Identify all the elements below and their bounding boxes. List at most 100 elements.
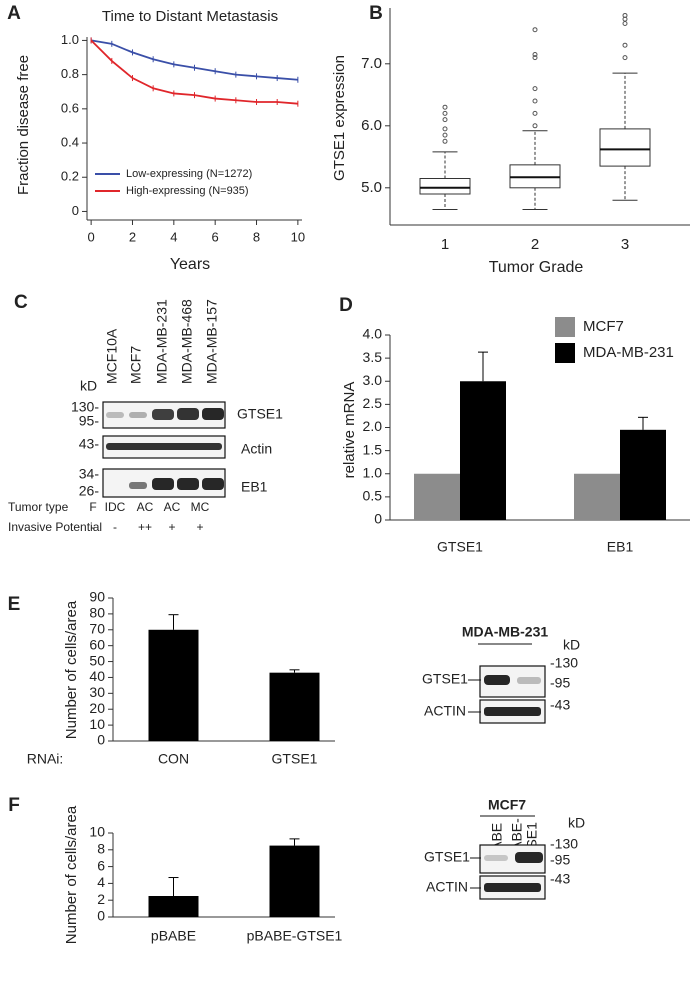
y-tick-label: 2.5: [363, 395, 383, 411]
x-axis-label: Tumor Grade: [489, 259, 584, 276]
y-tick-label: 10: [89, 824, 105, 840]
band: [517, 677, 541, 684]
bar: [414, 473, 460, 520]
y-tick-label: 6: [97, 857, 105, 873]
y-tick-label: 10: [89, 716, 105, 732]
annotation-value: -: [113, 520, 117, 534]
box: [419, 178, 471, 195]
y-tick-label: 5.0: [361, 179, 382, 196]
annotation-value: +: [168, 520, 175, 534]
marker: 130-: [71, 399, 99, 415]
legend-label: MCF7: [583, 318, 624, 335]
marker: -43: [550, 697, 570, 713]
band: [152, 478, 174, 490]
band: [106, 443, 222, 450]
outlier: [532, 27, 538, 33]
bar: [269, 845, 320, 917]
legend-label: Low-expressing (N=1272): [126, 168, 252, 180]
legend-label: High-expressing (N=935): [126, 185, 249, 197]
marker: -95: [550, 852, 570, 868]
y-tick-label: 7.0: [361, 55, 382, 72]
outlier: [442, 104, 448, 110]
legend-label: MDA-MB-231: [583, 344, 674, 361]
y-tick-label: 40: [89, 668, 105, 684]
panel-letter: F: [8, 795, 20, 816]
x-tick-label: 3: [621, 236, 629, 253]
band: [484, 675, 510, 685]
annotation-value: F: [89, 500, 96, 514]
outlier: [622, 55, 628, 61]
x-tick-label: 1: [441, 236, 449, 253]
outlier: [442, 117, 448, 123]
outlier: [622, 12, 628, 18]
y-tick-label: 2: [97, 891, 105, 907]
panel-letter: B: [369, 3, 383, 24]
outlier: [532, 86, 538, 92]
marker: 95-: [79, 413, 100, 429]
marker: -130: [550, 655, 578, 671]
y-axis-label: Number of cells/area: [63, 600, 80, 739]
outlier: [532, 55, 538, 61]
y-axis-label: Number of cells/area: [63, 805, 80, 944]
marker: 26-: [79, 483, 100, 499]
x-tick-label: 6: [212, 229, 219, 244]
row-label: ACTIN: [424, 703, 466, 719]
annotation-value: -: [91, 520, 95, 534]
band: [202, 408, 224, 420]
panel-letter: C: [14, 292, 28, 313]
x-tick-label: EB1: [607, 539, 634, 555]
band: [177, 478, 199, 490]
outlier: [442, 126, 448, 132]
marker: -95: [550, 675, 570, 691]
y-tick-label: 8: [97, 841, 105, 857]
y-axis-label: Fraction disease free: [15, 55, 32, 195]
annotation-value: MC: [191, 500, 210, 514]
annotation-label: Invasive Potential: [8, 520, 102, 534]
panel-letter: D: [339, 295, 353, 316]
x-tick-label: pBABE-GTSE1: [247, 928, 343, 944]
band: [484, 707, 541, 716]
row-label: EB1: [241, 479, 268, 495]
y-tick-label: 3.5: [363, 349, 383, 365]
panel-letter: E: [8, 594, 21, 615]
y-tick-label: 6.0: [361, 117, 382, 134]
outlier: [532, 110, 538, 116]
blot-c: C MCF10A MCF7 MDA-MB-231 MDA-MB-468 MDA-…: [8, 292, 283, 534]
band: [106, 412, 124, 418]
outlier: [442, 110, 448, 116]
lane-label: MDA-MB-231: [154, 299, 170, 384]
y-tick-label: 1.5: [363, 441, 383, 457]
y-tick-label: 50: [89, 652, 105, 668]
y-tick-label: 90: [89, 589, 105, 605]
outlier: [532, 98, 538, 104]
annotation-label: Tumor type: [8, 500, 69, 514]
blot-title: MDA-MB-231: [462, 624, 549, 640]
blot-title: MCF7: [488, 797, 526, 813]
y-tick-label: 70: [89, 620, 105, 636]
y-tick-label: 80: [89, 605, 105, 621]
y-tick-label: 0.4: [61, 134, 79, 149]
band: [129, 412, 147, 418]
x-tick-label: 2: [531, 236, 539, 253]
row-label: GTSE1: [422, 671, 468, 687]
annotation-value: AC: [137, 500, 154, 514]
y-tick-label: 4.0: [363, 326, 383, 342]
y-tick-label: 3.0: [363, 372, 383, 388]
y-tick-label: 0: [97, 908, 105, 924]
band: [515, 852, 543, 863]
panel-letter: A: [7, 3, 21, 24]
y-tick-label: 1.0: [61, 32, 79, 47]
row-label: GTSE1: [424, 849, 470, 865]
bar: [269, 672, 320, 741]
band: [129, 482, 147, 489]
marker: -43: [550, 871, 570, 887]
kd-label: kD: [80, 378, 97, 394]
annotation-value: IDC: [105, 500, 126, 514]
bar: [620, 429, 666, 520]
bar: [574, 473, 620, 520]
y-tick-label: 2.0: [363, 418, 383, 434]
blot-f: MCF7 pBABE pBABE- GTSE1 kD GTSE1 -130 -9…: [424, 797, 585, 900]
row-label: ACTIN: [426, 879, 468, 895]
kd-label: kD: [563, 637, 580, 653]
